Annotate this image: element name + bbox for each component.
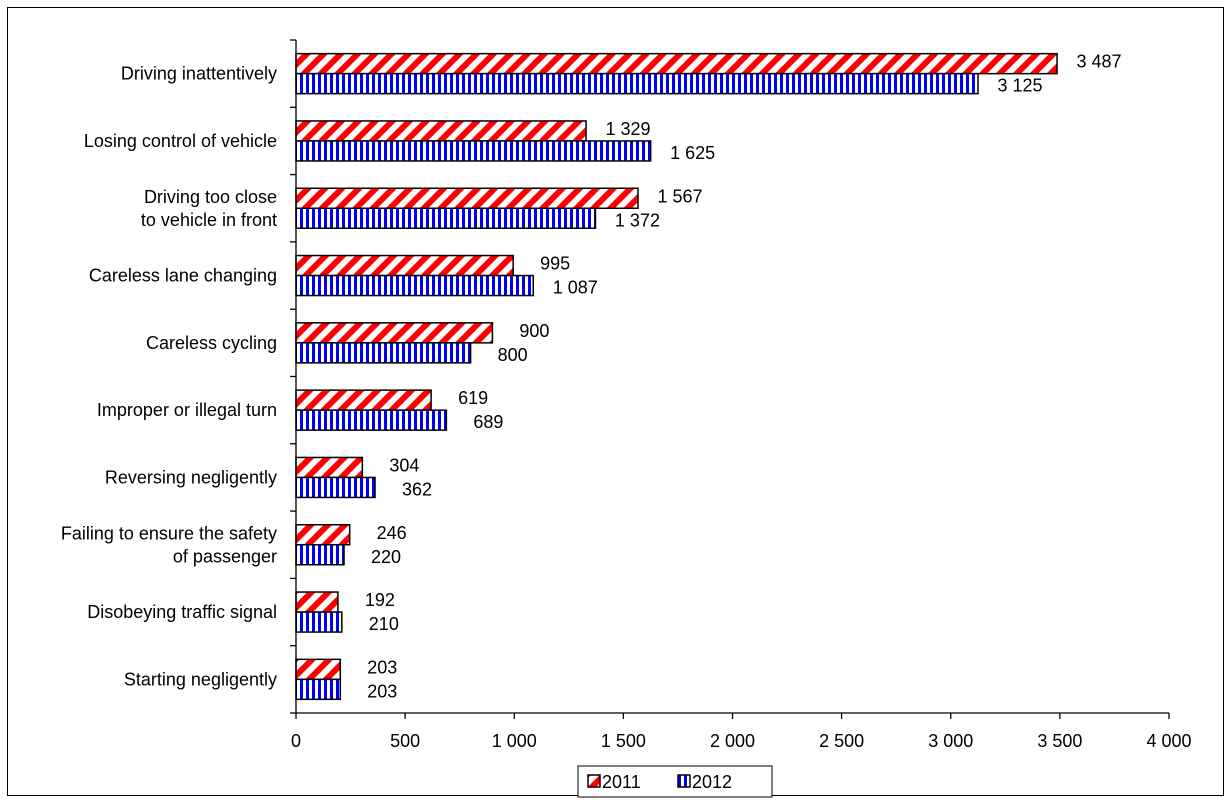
bar-2011-9 xyxy=(295,658,342,681)
x-tick-label: 1 500 xyxy=(601,731,646,751)
x-tick-label: 500 xyxy=(390,731,420,751)
bar-2011-7 xyxy=(295,524,351,546)
data-label-2011: 619 xyxy=(458,388,488,408)
data-label-2012: 3 125 xyxy=(998,76,1043,96)
x-tick-label: 0 xyxy=(291,731,301,751)
bar-2012-9 xyxy=(295,678,342,701)
legend-label-2012: 2012 xyxy=(692,772,732,792)
x-tick-labels: 0 500 1 000 1 500 2 000 2 500 3 000 3 500 4 000 xyxy=(291,731,1192,751)
bar-2011-5 xyxy=(295,389,432,411)
bars xyxy=(295,52,1058,701)
data-label-2011: 995 xyxy=(540,254,570,274)
data-label-2012: 689 xyxy=(473,412,503,432)
x-tick-label: 3 000 xyxy=(928,731,973,751)
data-label-2012: 210 xyxy=(369,614,399,634)
data-label-2012: 800 xyxy=(498,345,528,365)
legend-box xyxy=(577,765,773,798)
bar-2011-4 xyxy=(295,322,494,344)
category-label: Failing to ensure the safety of passenger xyxy=(61,523,277,566)
category-label: Improper or illegal turn xyxy=(97,400,277,420)
category-label: Driving too close to vehicle in front xyxy=(141,187,277,230)
category-labels: Driving inattentively Losing control of v… xyxy=(61,64,277,690)
axes xyxy=(290,39,1170,719)
bar-2012-6 xyxy=(295,476,376,499)
data-label-2011: 1 329 xyxy=(606,119,651,139)
data-label-2011: 3 487 xyxy=(1077,52,1122,72)
legend: 2011 2012 xyxy=(577,765,773,798)
data-label-2011: 192 xyxy=(365,590,395,610)
data-label-2011: 304 xyxy=(389,455,419,475)
bar-2012-1 xyxy=(295,140,652,162)
category-label: Driving inattentively xyxy=(121,64,277,84)
data-label-2011: 900 xyxy=(519,321,549,341)
data-label-2012: 1 372 xyxy=(615,210,660,230)
data-label-2012: 220 xyxy=(371,547,401,567)
x-tick-label: 2 000 xyxy=(710,731,755,751)
data-label-2011: 246 xyxy=(377,523,407,543)
category-label: Careless lane changing xyxy=(89,266,277,286)
bar-2011-0 xyxy=(295,52,1058,75)
bar-2012-0 xyxy=(295,72,979,95)
data-label-2012: 203 xyxy=(367,681,397,701)
bar-2012-3 xyxy=(295,274,534,297)
x-tick-label: 1 000 xyxy=(492,731,537,751)
bar-2011-3 xyxy=(295,254,514,277)
category-label: Reversing negligently xyxy=(105,467,277,487)
legend-swatch-2011 xyxy=(587,774,601,788)
data-label-2012: 362 xyxy=(402,479,432,499)
bar-2012-2 xyxy=(295,207,597,229)
bar-2011-1 xyxy=(295,120,587,142)
bar-2012-5 xyxy=(295,409,448,431)
data-labels: 3 487 3 125 1 329 1 625 1 567 1 372 995 1 087 90… xyxy=(365,52,1122,702)
data-label-2012: 1 087 xyxy=(553,278,598,298)
bar-2011-8 xyxy=(295,591,339,613)
x-tick-label: 2 500 xyxy=(819,731,864,751)
legend-swatch-2012 xyxy=(677,774,691,788)
data-label-2011: 203 xyxy=(367,657,397,677)
data-label-2012: 1 625 xyxy=(670,143,715,163)
bar-2012-4 xyxy=(295,342,472,364)
bar-2012-7 xyxy=(295,544,345,566)
bar-2011-6 xyxy=(295,456,364,479)
category-label: Losing control of vehicle xyxy=(84,131,277,151)
category-label: Starting negligently xyxy=(124,669,277,689)
x-tick-label: 4 000 xyxy=(1146,731,1191,751)
legend-label-2011: 2011 xyxy=(602,772,641,792)
category-label: Disobeying traffic signal xyxy=(87,602,277,622)
bar-2011-2 xyxy=(295,187,639,209)
x-tick-label: 3 500 xyxy=(1037,731,1082,751)
category-label: Careless cycling xyxy=(146,333,277,353)
bar-2012-8 xyxy=(295,611,343,633)
data-label-2011: 1 567 xyxy=(657,186,702,206)
